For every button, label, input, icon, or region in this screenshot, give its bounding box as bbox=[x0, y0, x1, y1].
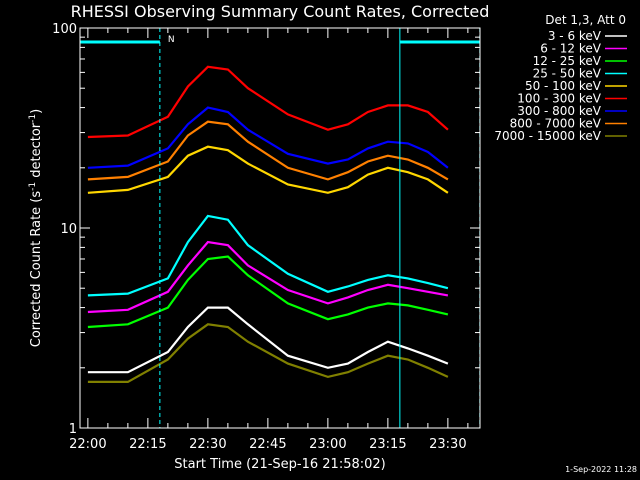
x-tick-label: 23:30 bbox=[429, 437, 466, 452]
legend-label: 3 - 6 keV bbox=[548, 29, 602, 43]
flag-label: N bbox=[168, 35, 175, 45]
x-tick-label: 22:45 bbox=[249, 437, 286, 452]
legend-label: 100 - 300 keV bbox=[517, 92, 601, 106]
x-tick-label: 22:15 bbox=[129, 437, 166, 452]
x-axis: 22:00 22:15 22:30 22:45 23:00 23:15 23:30 bbox=[69, 28, 469, 452]
series-line bbox=[87, 145, 449, 194]
legend-label: 50 - 100 keV bbox=[525, 79, 602, 93]
y-axis-label: Corrected Count Rate (s-1 detector-1) bbox=[28, 109, 44, 347]
x-tick-label: 22:30 bbox=[189, 437, 226, 452]
series-line bbox=[87, 214, 449, 297]
legend-label: 300 - 800 keV bbox=[517, 104, 601, 118]
series-line bbox=[87, 120, 449, 181]
series-line bbox=[87, 255, 449, 329]
y-axis: 1 10 100 bbox=[52, 22, 480, 437]
legend-label: 6 - 12 keV bbox=[540, 42, 602, 56]
y-tick-label: 1 bbox=[69, 422, 77, 437]
series-line bbox=[87, 106, 449, 169]
y-tick-label: 10 bbox=[60, 222, 77, 237]
series-line bbox=[87, 65, 449, 139]
y-tick-label: 100 bbox=[52, 22, 77, 37]
series-line bbox=[87, 240, 449, 314]
footer-date: 1-Sep-2022 11:28 bbox=[565, 465, 637, 474]
legend-label: 25 - 50 keV bbox=[533, 67, 602, 81]
series-line bbox=[87, 306, 449, 374]
legend-header: Det 1,3, Att 0 bbox=[545, 13, 626, 27]
legend-label: 800 - 7000 keV bbox=[510, 117, 602, 131]
legend-label: 7000 - 15000 keV bbox=[494, 129, 601, 143]
chart-title: RHESSI Observing Summary Count Rates, Co… bbox=[71, 2, 490, 21]
x-axis-label: Start Time (21-Sep-16 21:58:02) bbox=[174, 457, 385, 472]
plot-area: N bbox=[79, 28, 481, 428]
x-tick-label: 23:00 bbox=[309, 437, 346, 452]
legend-label: 12 - 25 keV bbox=[533, 54, 602, 68]
x-tick-label: 23:15 bbox=[369, 437, 406, 452]
series-line bbox=[87, 323, 449, 383]
x-tick-label: 22:00 bbox=[69, 437, 106, 452]
